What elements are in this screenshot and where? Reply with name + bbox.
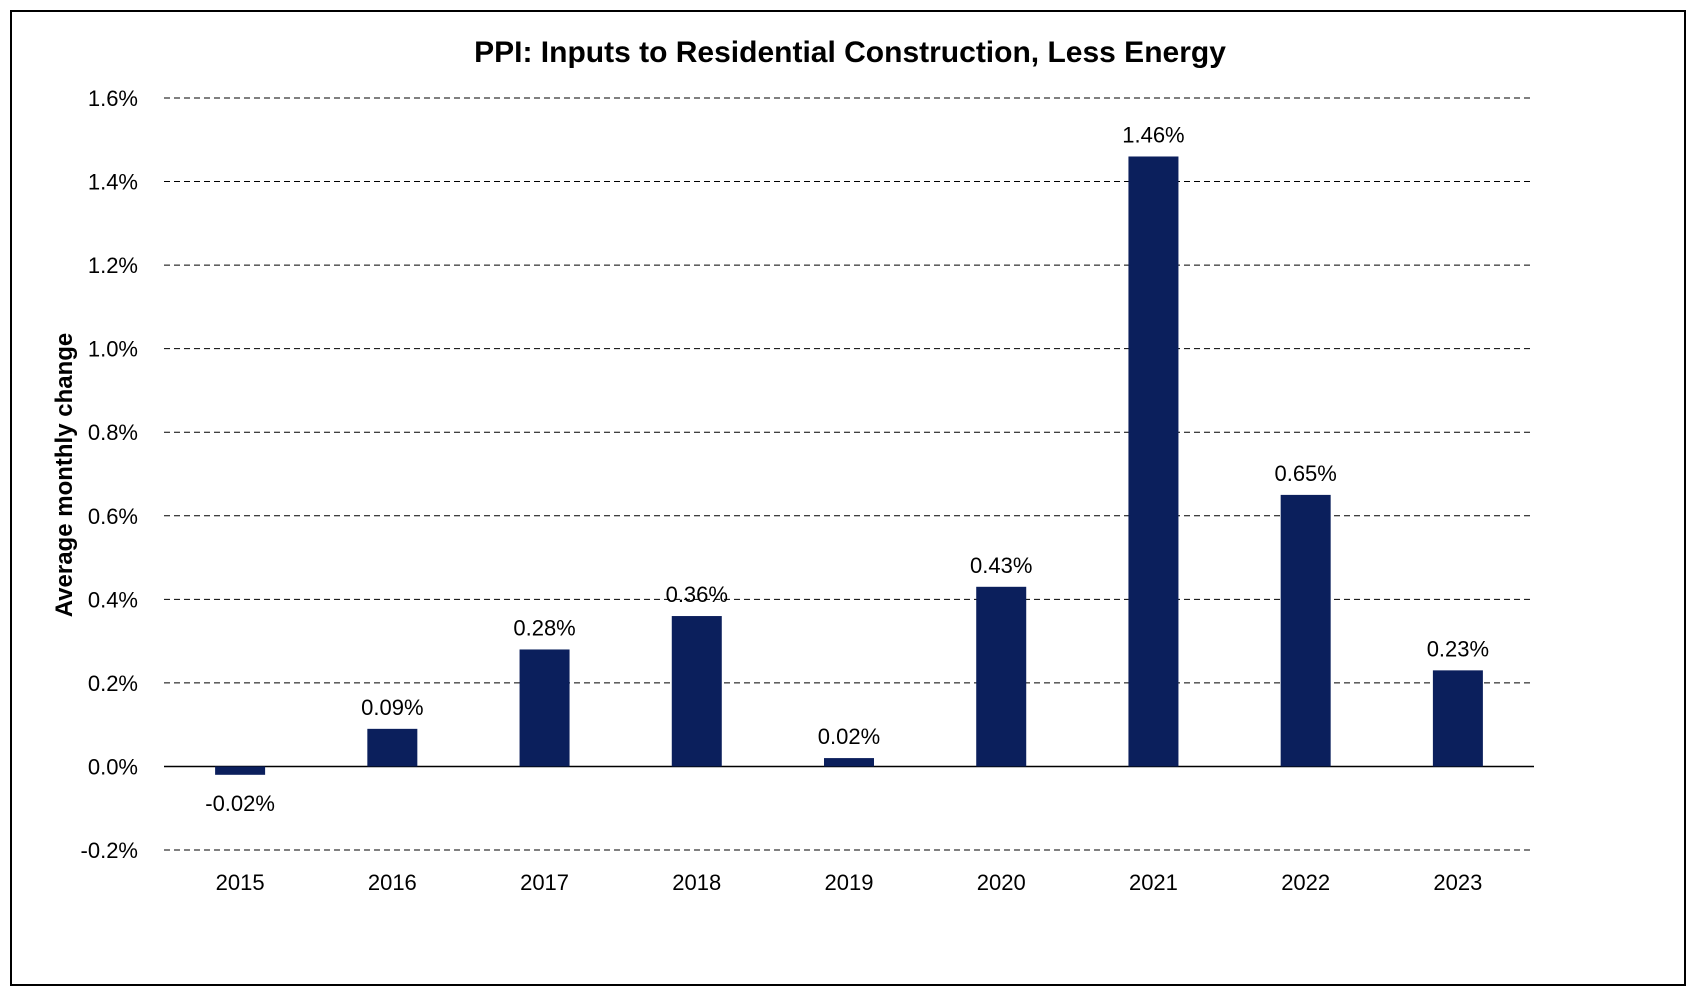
data-labels: -0.02% 0.09% 0.28% 0.36% 0.02% 0.43% 1.46% 0.65…: [205, 122, 1489, 815]
y-tick-label: 1.4%: [88, 170, 138, 195]
x-tick-label: 2021: [1129, 870, 1178, 895]
bar-2021: [1128, 156, 1179, 767]
data-label-2023: 0.23%: [1427, 636, 1489, 661]
bar-2015: [215, 766, 266, 775]
chart-frame: PPI: Inputs to Residential Construction,…: [10, 10, 1686, 986]
bar-2023: [1432, 670, 1483, 767]
x-tick-label: 2019: [825, 870, 874, 895]
bar-chart: PPI: Inputs to Residential Construction,…: [51, 36, 1534, 895]
y-tick-label: -0.2%: [81, 838, 138, 863]
bar-2019: [824, 758, 874, 767]
chart-title: PPI: Inputs to Residential Construction,…: [474, 36, 1226, 69]
x-tick-label: 2017: [520, 870, 569, 895]
x-tick-label: 2015: [216, 870, 265, 895]
bars: [215, 156, 1483, 775]
y-tick-label: 1.6%: [88, 86, 138, 111]
y-tick-label: 1.2%: [88, 253, 138, 278]
y-tick-label: 0.4%: [88, 587, 138, 612]
data-label-2019: 0.02%: [818, 724, 880, 749]
y-tick-label: 0.2%: [88, 671, 138, 696]
data-label-2018: 0.36%: [666, 582, 728, 607]
data-label-2021: 1.46%: [1122, 122, 1184, 147]
bar-2017: [519, 649, 570, 767]
x-tick-label: 2016: [368, 870, 417, 895]
bar-2022: [1280, 494, 1331, 767]
x-tick-label: 2018: [672, 870, 721, 895]
y-tick-label: 0.8%: [88, 420, 138, 445]
x-axis-ticks: 2015 2016 2017 2018 2019 2020 2021 2022 2023: [216, 870, 1483, 895]
y-tick-label: 0.0%: [88, 754, 138, 779]
data-label-2020: 0.43%: [970, 553, 1032, 578]
x-tick-label: 2023: [1433, 870, 1482, 895]
y-axis-label: Average monthly change: [51, 333, 78, 618]
bar-2016: [367, 728, 418, 767]
data-label-2016: 0.09%: [361, 695, 423, 720]
y-axis-ticks: -0.2% 0.0% 0.2% 0.4% 0.6% 0.8% 1.0% 1.2% 1.4% 1.6…: [81, 86, 138, 863]
x-tick-label: 2020: [977, 870, 1026, 895]
data-label-2015: -0.02%: [205, 791, 275, 816]
data-label-2017: 0.28%: [513, 615, 575, 640]
bar-2018: [671, 616, 722, 767]
x-tick-label: 2022: [1281, 870, 1330, 895]
y-tick-label: 1.0%: [88, 337, 138, 362]
data-label-2022: 0.65%: [1274, 461, 1336, 486]
bar-2020: [976, 586, 1027, 767]
y-tick-label: 0.6%: [88, 504, 138, 529]
